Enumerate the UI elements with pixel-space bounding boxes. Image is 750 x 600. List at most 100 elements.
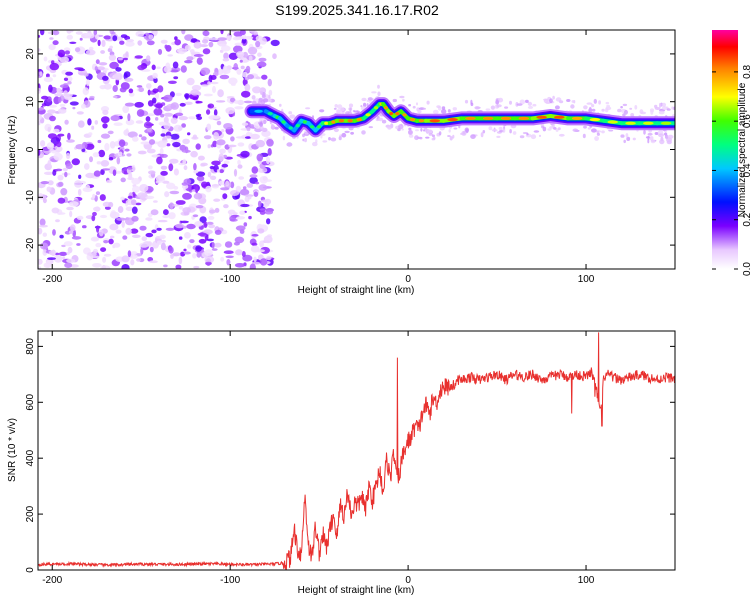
noise-cell bbox=[137, 64, 146, 71]
noise-cell bbox=[64, 171, 68, 178]
noise-cell bbox=[74, 47, 81, 53]
noise-cell bbox=[148, 139, 156, 145]
noise-cell bbox=[209, 165, 215, 170]
noise-cell bbox=[249, 124, 254, 128]
ridge-peak bbox=[324, 121, 329, 125]
noise-cell bbox=[255, 249, 265, 253]
noise-cell bbox=[601, 108, 605, 112]
noise-cell bbox=[558, 133, 565, 137]
noise-cell bbox=[166, 143, 171, 147]
noise-cell bbox=[167, 54, 173, 57]
noise-cell bbox=[92, 237, 98, 241]
noise-cell bbox=[78, 174, 82, 179]
noise-cell bbox=[38, 258, 43, 265]
noise-cell bbox=[263, 167, 267, 171]
noise-cell bbox=[117, 206, 124, 213]
noise-cell bbox=[160, 242, 166, 251]
noise-cell bbox=[233, 100, 241, 104]
noise-cell bbox=[666, 108, 671, 111]
noise-cell bbox=[416, 136, 423, 139]
noise-cell bbox=[193, 163, 197, 171]
noise-cell bbox=[630, 113, 635, 117]
noise-cell bbox=[46, 73, 50, 78]
noise-cell bbox=[67, 132, 71, 140]
noise-cell bbox=[135, 31, 145, 37]
noise-cell bbox=[113, 122, 123, 126]
noise-cell bbox=[256, 61, 267, 68]
noise-cell bbox=[137, 192, 148, 199]
noise-cell bbox=[155, 180, 161, 184]
ridge-peak bbox=[536, 115, 547, 119]
ridge-peak bbox=[402, 113, 407, 117]
noise-cell bbox=[149, 260, 158, 264]
noise-cell bbox=[226, 259, 231, 266]
noise-cell bbox=[239, 188, 250, 196]
noise-cell bbox=[249, 30, 257, 33]
noise-cell bbox=[482, 130, 486, 134]
noise-cell bbox=[247, 74, 255, 80]
noise-cell bbox=[246, 126, 251, 132]
noise-cell bbox=[553, 126, 557, 130]
noise-cell bbox=[168, 163, 174, 172]
noise-cell bbox=[402, 98, 405, 102]
noise-cell bbox=[85, 184, 91, 190]
noise-cell bbox=[102, 168, 110, 171]
noise-cell bbox=[509, 129, 512, 134]
noise-cell bbox=[184, 101, 193, 106]
noise-cell bbox=[125, 41, 135, 47]
noise-cell bbox=[286, 142, 293, 147]
noise-cell bbox=[47, 257, 56, 260]
noise-cell bbox=[53, 254, 63, 263]
noise-cell bbox=[100, 247, 107, 253]
noise-cell bbox=[267, 78, 272, 87]
noise-cell bbox=[93, 170, 101, 177]
noise-cell bbox=[66, 206, 74, 211]
noise-cell bbox=[571, 100, 575, 103]
noise-cell bbox=[91, 125, 95, 130]
noise-cell bbox=[117, 57, 124, 61]
noise-cell bbox=[67, 246, 73, 254]
noise-cell bbox=[107, 130, 114, 135]
noise-cell bbox=[39, 218, 46, 227]
noise-cell bbox=[88, 132, 93, 136]
noise-cell bbox=[47, 109, 56, 114]
noise-cell bbox=[647, 132, 653, 136]
noise-cell bbox=[116, 157, 121, 165]
noise-cell bbox=[145, 116, 151, 122]
noise-cell bbox=[188, 116, 196, 120]
ridge-peak bbox=[418, 119, 425, 123]
ridge-peak bbox=[309, 125, 315, 129]
noise-cell bbox=[620, 134, 625, 138]
noise-cell bbox=[174, 112, 184, 117]
noise-cell bbox=[254, 181, 260, 185]
noise-cell bbox=[171, 138, 181, 143]
y-tick-label: 0 bbox=[25, 567, 36, 573]
noise-cell bbox=[192, 253, 197, 259]
noise-cell bbox=[183, 165, 188, 171]
noise-cell bbox=[109, 211, 120, 219]
noise-cell bbox=[99, 214, 108, 219]
noise-cell bbox=[196, 251, 202, 258]
noise-cell bbox=[255, 40, 261, 48]
noise-cell bbox=[146, 113, 155, 117]
noise-cell bbox=[225, 35, 232, 41]
noise-cell bbox=[197, 155, 205, 161]
noise-cell bbox=[262, 98, 269, 103]
noise-cell bbox=[159, 147, 164, 155]
noise-cell bbox=[75, 31, 83, 35]
noise-cell bbox=[596, 132, 601, 136]
noise-cell bbox=[239, 210, 246, 215]
noise-cell bbox=[108, 201, 114, 208]
noise-cell bbox=[527, 101, 533, 106]
noise-cell bbox=[227, 209, 236, 215]
noise-cell bbox=[195, 185, 199, 194]
noise-cell bbox=[361, 97, 367, 102]
noise-cell bbox=[658, 110, 665, 115]
noise-cell bbox=[43, 56, 48, 62]
noise-cell bbox=[212, 140, 218, 148]
noise-cell bbox=[102, 75, 109, 81]
snr-x-ticks: -200 -100 0 100 bbox=[42, 331, 595, 586]
noise-cell bbox=[95, 191, 101, 196]
ridge-peak bbox=[625, 121, 636, 125]
noise-cell bbox=[217, 89, 224, 98]
